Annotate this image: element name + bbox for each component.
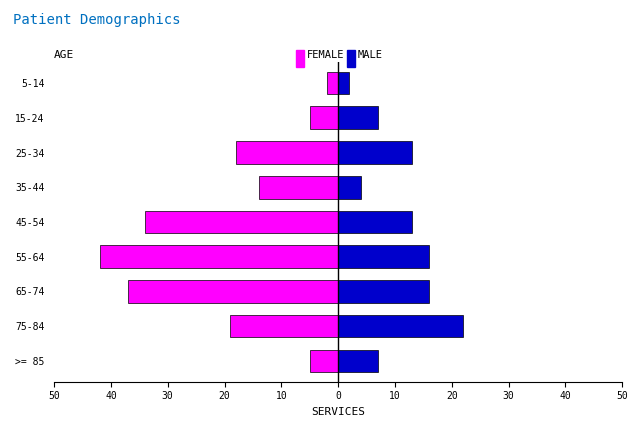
Bar: [145, 211, 338, 233]
Bar: [338, 315, 463, 337]
Bar: [100, 245, 338, 268]
Bar: [338, 280, 429, 303]
Bar: [310, 349, 338, 372]
Bar: [338, 245, 429, 268]
Bar: [347, 50, 355, 67]
Text: MALE: MALE: [358, 50, 383, 60]
Bar: [258, 176, 338, 199]
X-axis label: SERVICES: SERVICES: [311, 407, 365, 417]
Bar: [338, 141, 412, 164]
Bar: [128, 280, 338, 303]
Bar: [338, 211, 412, 233]
Bar: [338, 72, 350, 94]
Text: FEMALE: FEMALE: [307, 50, 345, 60]
Bar: [327, 72, 338, 94]
Bar: [338, 349, 378, 372]
Text: AGE: AGE: [54, 51, 75, 60]
Bar: [310, 107, 338, 129]
Bar: [296, 50, 304, 67]
Bar: [338, 176, 361, 199]
Text: Patient Demographics: Patient Demographics: [13, 13, 180, 27]
Bar: [236, 141, 338, 164]
Bar: [338, 107, 378, 129]
Bar: [230, 315, 338, 337]
